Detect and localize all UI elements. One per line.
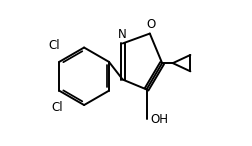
Text: Cl: Cl bbox=[52, 101, 63, 114]
Text: N: N bbox=[117, 28, 126, 41]
Text: OH: OH bbox=[151, 113, 169, 126]
Text: Cl: Cl bbox=[48, 39, 60, 52]
Text: O: O bbox=[146, 18, 155, 31]
